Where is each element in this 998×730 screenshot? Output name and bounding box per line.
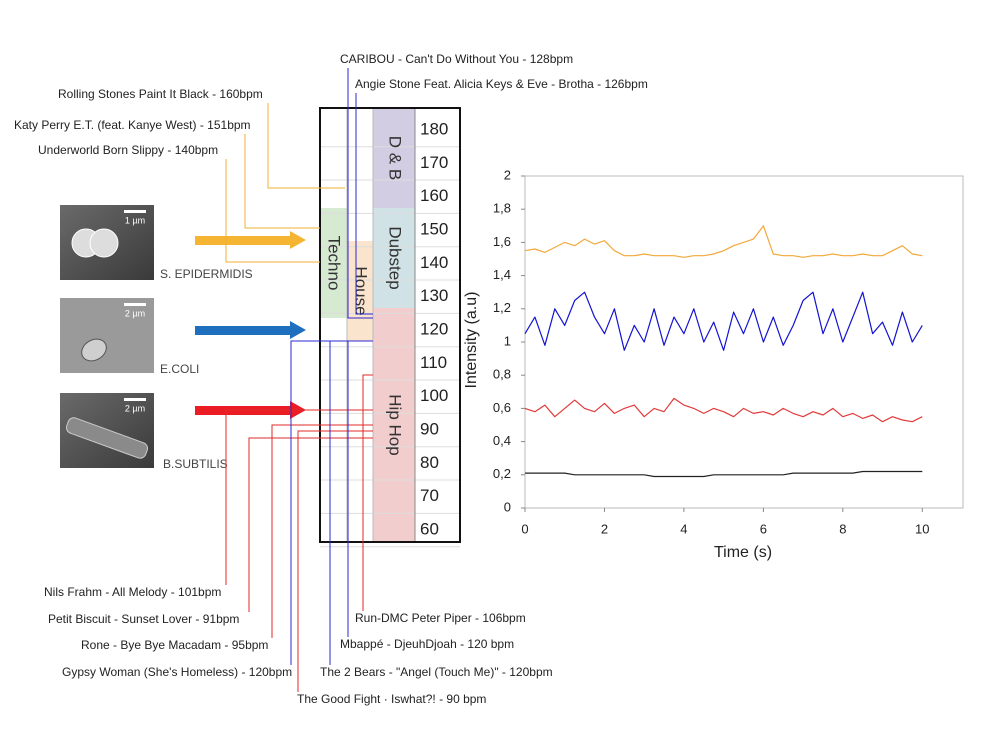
song-label: The 2 Bears - "Angel (Touch Me)" - 120bp… (320, 665, 553, 679)
y-tick-label: 0 (504, 499, 511, 514)
bpm-label: 150 (420, 219, 448, 238)
y-tick-label: 1,2 (493, 300, 511, 315)
song-label: CARIBOU - Can't Do Without You - 128bpm (340, 52, 573, 66)
bacteria-images: 1 µm 2 µm 2 µm (60, 205, 154, 468)
cell (81, 338, 107, 362)
song-label: Mbappé - DjeuhDjoah - 120 bpm (340, 637, 514, 651)
bpm-label: 100 (420, 386, 448, 405)
cell (89, 228, 119, 258)
y-tick-label: 0,6 (493, 400, 511, 415)
series-line (524, 397, 923, 423)
bpm-label: 80 (420, 453, 439, 472)
bpm-label: 140 (420, 253, 448, 272)
sem-image (60, 298, 154, 373)
leader-line (355, 93, 373, 315)
series-line (525, 470, 923, 478)
bpm-label: 110 (420, 353, 447, 372)
scale-bar (124, 210, 146, 213)
song-label: Rone - Bye Bye Macadam - 95bpm (81, 638, 268, 652)
arrow-shaft (195, 236, 290, 245)
scale-bar (124, 398, 146, 401)
song-label: Katy Perry E.T. (feat. Kanye West) - 151… (14, 118, 251, 132)
leader-line (290, 340, 373, 665)
bpm-label: 160 (420, 186, 448, 205)
leader-line (267, 103, 345, 189)
scale-label: 2 µm (125, 403, 145, 413)
song-label: Rolling Stones Paint It Black - 160bpm (58, 87, 263, 101)
songs: CARIBOU - Can't Do Without You - 128bpm A… (14, 52, 648, 706)
song-label: Gypsy Woman (She's Homeless) - 120bpm (62, 665, 292, 679)
series-line (524, 225, 923, 258)
x-tick-label: 0 (521, 521, 528, 536)
dnb-block (373, 108, 415, 208)
bpm-label: 130 (420, 286, 448, 305)
genre-label: D & B (386, 136, 405, 180)
y-tick-label: 1,8 (493, 201, 511, 216)
bacteria-label: E.COLI (160, 362, 199, 376)
bacteria-label: B.SUBTILIS (163, 457, 228, 471)
house-block (347, 241, 373, 341)
bpm-label: 60 (420, 519, 439, 538)
bpm-label: 120 (420, 319, 448, 338)
y-axis-title: Intensity (a.u) (463, 292, 480, 389)
x-tick-label: 10 (915, 521, 929, 536)
song-label: Petit Biscuit - Sunset Lover - 91bpm (48, 612, 239, 626)
y-tick-label: 0,2 (493, 466, 511, 481)
leader-line (297, 430, 373, 692)
song-label: Underworld Born Slippy - 140bpm (38, 143, 218, 157)
bpm-label: 180 (420, 119, 448, 138)
song-label: The Good Fight · Iswhat?! - 90 bpm (297, 692, 486, 706)
bpm-rows (320, 146, 460, 548)
leader-line (271, 424, 373, 638)
series-line (524, 291, 923, 351)
bacteria-label: S. EPIDERMIDIS (160, 267, 253, 281)
leader-line (244, 134, 320, 229)
song-label: Run-DMC Peter Piper - 106bpm (355, 611, 526, 625)
bpm-label: 170 (420, 153, 448, 172)
leader-line (347, 68, 373, 319)
bpm-box (319, 107, 461, 543)
genre-label: Hip Hop (386, 394, 405, 455)
genre-label: Techno (325, 236, 344, 291)
x-tick-label: 2 (601, 521, 608, 536)
plot-frame (524, 175, 964, 509)
arrow-head (290, 231, 306, 249)
y-tick-label: 2 (504, 167, 511, 182)
genre-label: House (352, 266, 371, 315)
techno-block (320, 208, 347, 318)
arrow-shaft (195, 326, 290, 335)
genre-label: Dubstep (386, 226, 405, 289)
arrow-head (290, 321, 306, 339)
leader-line (248, 437, 373, 612)
y-tick-label: 0,8 (493, 367, 511, 382)
scale-label: 1 µm (125, 215, 145, 225)
song-label: Nils Frahm - All Melody - 101bpm (44, 585, 221, 599)
scale-label: 2 µm (125, 308, 145, 318)
y-tick-label: 1 (504, 333, 511, 348)
bpm-label: 90 (420, 419, 439, 438)
x-axis-title: Time (s) (714, 544, 772, 561)
scale-bar (124, 303, 146, 306)
arrows (195, 231, 306, 419)
intensity-chart: Time (s) Intensity (a.u) 0 0,2 0,4 0,6 0,8 1 1… (463, 167, 964, 561)
song-label: Angie Stone Feat. Alicia Keys & Eve - Br… (355, 77, 648, 91)
y-tick-label: 1,6 (493, 234, 511, 249)
x-tick-label: 4 (680, 521, 687, 536)
x-tick-label: 6 (760, 521, 767, 536)
y-tick-label: 0,4 (493, 433, 511, 448)
leader-line (362, 374, 373, 611)
cell (65, 417, 149, 459)
x-tick-label: 8 (839, 521, 846, 536)
leader-line (225, 409, 373, 585)
y-tick-label: 1,4 (493, 267, 511, 282)
leader-line (225, 159, 320, 263)
bpm-label: 70 (420, 486, 439, 505)
dubstep-block (373, 208, 415, 308)
